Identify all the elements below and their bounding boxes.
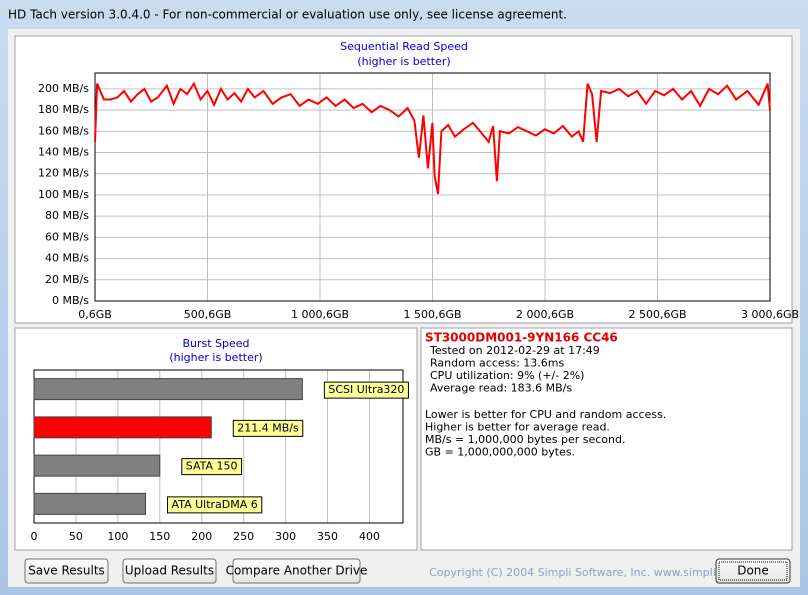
x-tick-label: 150	[149, 530, 170, 543]
button-label[interactable]: Compare Another Drive	[226, 564, 368, 578]
info-note: Lower is better for CPU and random acces…	[425, 408, 666, 421]
bar	[33, 454, 161, 477]
y-tick-label: 160 MB/s	[38, 124, 89, 137]
x-tick-label: 250	[233, 530, 254, 543]
chart-title: Sequential Read Speed	[340, 40, 468, 53]
x-tick-label: 1 500,6GB	[403, 308, 461, 321]
x-tick-label: 50	[69, 530, 83, 543]
y-tick-label: 100 MB/s	[38, 188, 89, 201]
info-line: Average read: 183.6 MB/s	[430, 382, 572, 395]
x-tick-label: 2 000,6GB	[516, 308, 574, 321]
button-label[interactable]: Done	[737, 564, 769, 578]
info-line: Tested on 2012-02-29 at 17:49	[429, 344, 600, 357]
x-tick-label: 100	[107, 530, 128, 543]
x-tick-label: 500,6GB	[184, 308, 232, 321]
x-tick-label: 0	[31, 530, 38, 543]
bar	[33, 416, 212, 439]
chart-subtitle: (higher is better)	[357, 55, 450, 68]
bar-label: SCSI Ultra320	[328, 383, 404, 396]
y-tick-label: 140 MB/s	[38, 146, 89, 159]
info-panel	[420, 327, 793, 551]
y-tick-label: 20 MB/s	[45, 273, 89, 286]
copyright: Copyright (C) 2004 Simpli Software, Inc.…	[429, 566, 790, 579]
x-tick-label: 350	[317, 530, 338, 543]
x-tick-label: 2 500,6GB	[628, 308, 686, 321]
bar-label-box	[323, 381, 409, 399]
bar-label-box	[232, 419, 304, 437]
chart-title: Burst Speed	[182, 337, 249, 350]
y-tick-label: 120 MB/s	[38, 167, 89, 180]
info-note: Higher is better for average read.	[425, 421, 610, 434]
bar-label: ATA UltraDMA 6	[172, 498, 258, 511]
y-tick-label: 0 MB/s	[52, 294, 89, 307]
bar	[33, 492, 147, 515]
y-tick-label: 40 MB/s	[45, 252, 89, 265]
x-tick-label: 300	[275, 530, 296, 543]
button[interactable]: Compare Another Drive	[226, 558, 368, 584]
button[interactable]: Upload Results	[122, 558, 217, 584]
info-line: CPU utilization: 9% (+/- 2%)	[430, 369, 584, 382]
bar-label: 211.4 MB/s	[237, 421, 299, 434]
x-tick-label: 400	[359, 530, 380, 543]
button[interactable]: Done	[715, 558, 791, 584]
chart-subtitle: (higher is better)	[169, 351, 262, 364]
y-tick-label: 60 MB/s	[45, 230, 89, 243]
button[interactable]: Save Results	[24, 558, 109, 584]
data-line	[94, 81, 771, 195]
button-label[interactable]: Upload Results	[125, 564, 214, 578]
bar-label: SATA 150	[186, 460, 238, 473]
plot-border	[33, 369, 404, 524]
x-tick-label: 0,6GB	[78, 308, 112, 321]
x-tick-label: 200	[191, 530, 212, 543]
y-tick-label: 180 MB/s	[38, 103, 89, 116]
y-tick-label: 80 MB/s	[45, 209, 89, 222]
x-tick-label: 1 000,6GB	[291, 308, 349, 321]
bar	[33, 378, 303, 401]
plot-border	[94, 72, 771, 302]
drive-name: ST3000DM001-9YN166 CC46	[425, 331, 618, 345]
window-title: HD Tach version 3.0.4.0 - For non-commer…	[8, 8, 567, 22]
bar-label-box	[181, 458, 243, 476]
button-label[interactable]: Save Results	[28, 564, 105, 578]
info-note: GB = 1,000,000,000 bytes.	[425, 446, 575, 459]
bar-label-box	[167, 496, 263, 514]
y-tick-label: 200 MB/s	[38, 82, 89, 95]
info-note: MB/s = 1,000,000 bytes per second.	[425, 433, 625, 446]
info-line: Random access: 13.6ms	[430, 357, 565, 370]
x-tick-label: 3 000,6GB	[741, 308, 799, 321]
